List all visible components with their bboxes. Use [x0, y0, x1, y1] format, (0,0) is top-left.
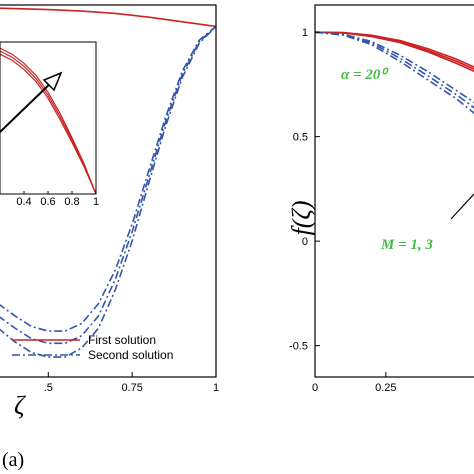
legend-first-label: First solution	[88, 333, 156, 347]
left-x-tick-label: 0.75	[121, 382, 142, 394]
right-series-second-3	[315, 31, 474, 104]
inset-arrow-head	[42, 71, 63, 92]
inset-series-group	[0, 47, 96, 194]
annotation-pointer	[450, 193, 474, 220]
right-x-ticks: 0 0.25	[312, 372, 397, 394]
annotation-m: M = 1, 3	[380, 237, 433, 253]
right-y-tick-label: 0.5	[293, 132, 308, 144]
inset-x-tick-label: 1	[93, 196, 99, 208]
right-y-tick-label: -0.5	[289, 341, 308, 353]
right-y-ticks: -0.5 0 0.5 1	[289, 27, 320, 353]
right-y-axis-title: f(ζ)	[287, 200, 316, 235]
right-plot-frame	[314, 4, 474, 378]
right-series-second-4	[315, 31, 474, 109]
inset-arrow-shaft	[0, 77, 57, 133]
right-series-first-2	[315, 31, 474, 73]
left-plot-frame	[0, 4, 217, 378]
left-x-tick-label: .5	[44, 382, 53, 394]
left-x-axis-title: ζ	[14, 391, 26, 420]
right-y-tick-label: 1	[302, 27, 308, 39]
inset-series-first-2	[0, 53, 96, 194]
left-x-tick-label: 1	[213, 382, 219, 394]
right-x-tick-label: 0	[312, 382, 318, 394]
right-panel: -0.500.51 0 0.25 f(ζ) α = 20⁰ M = 1, 3	[287, 4, 474, 394]
annotation-alpha: α = 20⁰	[341, 67, 389, 83]
inset-x-tick-label: 0.4	[16, 196, 31, 208]
left-series-second-1	[0, 25, 216, 332]
right-series-second-5	[315, 31, 474, 115]
legend-second-label: Second solution	[88, 348, 173, 362]
left-series-first-0	[0, 7, 216, 28]
inset-series-first-0	[0, 47, 96, 194]
inset-x-tick-label: 0.6	[40, 196, 55, 208]
right-x-tick-label: 0.25	[375, 382, 396, 394]
left-panel: .5 0.75 1 0.4 0.6 0.8 1 First solution Second…	[0, 4, 219, 471]
left-x-ticks: .5 0.75 1	[44, 372, 219, 394]
inset-plot: 0.4 0.6 0.8 1	[0, 41, 99, 208]
right-series-group	[315, 31, 474, 115]
inset-x-ticks: 0.4 0.6 0.8 1	[16, 191, 99, 208]
right-y-tick-label: 0	[302, 236, 308, 248]
panel-label-a: (a)	[2, 449, 24, 471]
inset-series-first-1	[0, 50, 96, 194]
legend: First solution Second solution	[12, 333, 173, 362]
left-series-second-3	[0, 25, 216, 358]
inset-x-tick-label: 0.8	[64, 196, 79, 208]
